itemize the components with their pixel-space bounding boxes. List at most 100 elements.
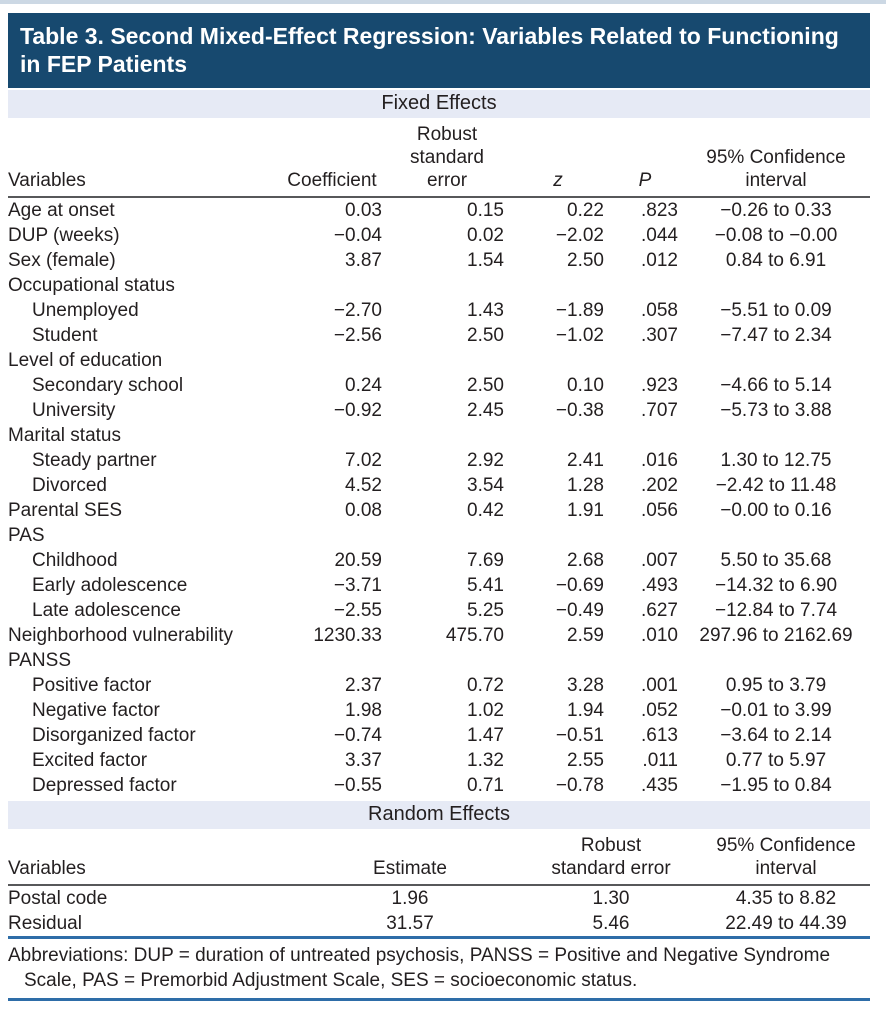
coefficient-value (278, 523, 386, 548)
coefficient-value: −2.56 (333, 325, 382, 346)
standard-error-value: 2.92 (467, 450, 504, 471)
coefficient-value: 2.37 (345, 675, 382, 696)
column-header-estimate: Estimate (300, 829, 520, 886)
variable-name: PANSS (8, 650, 72, 671)
p-value: .627 (641, 600, 678, 621)
p-value: .010 (641, 625, 678, 646)
variable-name: Excited factor (32, 750, 148, 771)
variable-name: Parental SES (8, 500, 123, 521)
z-value: 1.28 (567, 475, 604, 496)
group-row: PAS (8, 523, 870, 548)
variable-name: Negative factor (32, 700, 160, 721)
table-row: Parental SES 0.08 0.42 1.91 .056 −0.00 to 0.1… (8, 498, 870, 523)
table-row: Divorced 4.52 3.54 1.28 .202 −2.42 to 11.48 (8, 473, 870, 498)
fixed-effects-body: Age at onset 0.03 0.15 0.22 .823 −0.26 to 0.3… (8, 197, 870, 798)
standard-error-value: 0.02 (467, 225, 504, 246)
standard-error-value: 1.47 (467, 725, 504, 746)
variable-name: Age at onset (8, 200, 115, 221)
variable-name: Childhood (32, 550, 118, 571)
p-value: .001 (641, 675, 678, 696)
p-value: .307 (641, 325, 678, 346)
standard-error-value (386, 523, 508, 548)
column-header-coefficient: Coefficient (278, 118, 386, 198)
confidence-interval-value (682, 273, 870, 298)
z-value: −1.02 (555, 325, 604, 346)
confidence-interval-value: −12.84 to 7.74 (714, 600, 838, 621)
table-row: Neighborhood vulnerability 1230.33 475.70 2… (8, 623, 870, 648)
column-header-z: z (508, 118, 608, 198)
standard-error-value: 1.02 (467, 700, 504, 721)
column-header-variables: Variables (8, 118, 278, 198)
table-row: Positive factor 2.37 0.72 3.28 .001 0.95 to 3… (8, 673, 870, 698)
coefficient-value: −0.92 (333, 400, 382, 421)
variable-name: Divorced (32, 475, 107, 496)
z-value: −1.89 (555, 300, 604, 321)
z-value: 1.91 (567, 500, 604, 521)
variable-name: Positive factor (32, 675, 152, 696)
coefficient-value: 20.59 (334, 550, 382, 571)
p-value (608, 648, 682, 673)
variable-name: Depressed factor (32, 775, 177, 796)
confidence-interval-value: −2.42 to 11.48 (715, 475, 837, 496)
coefficient-value: 1.98 (345, 700, 382, 721)
coefficient-value (278, 648, 386, 673)
standard-error-value: 1.30 (592, 888, 630, 909)
table-row: Steady partner 7.02 2.92 2.41 .016 1.30 to 12… (8, 448, 870, 473)
confidence-interval-value: 5.50 to 35.68 (720, 550, 832, 571)
z-value: 2.68 (567, 550, 604, 571)
table-row: DUP (weeks) −0.04 0.02 −2.02 .044 −0.08 to −0… (8, 223, 870, 248)
p-value: .823 (641, 200, 678, 221)
p-value: .058 (641, 300, 678, 321)
p-value: .613 (641, 725, 678, 746)
confidence-interval-value: −4.66 to 5.14 (720, 375, 832, 396)
fixed-effects-header: Variables Coefficient Robust standard er… (8, 118, 870, 198)
standard-error-value: 5.41 (467, 575, 504, 596)
z-value: −0.51 (555, 725, 604, 746)
standard-error-value: 0.42 (467, 500, 504, 521)
standard-error-value: 1.54 (467, 250, 504, 271)
confidence-interval-value: −3.64 to 2.14 (720, 725, 832, 746)
coefficient-value: −3.71 (333, 575, 382, 596)
standard-error-value: 1.32 (467, 750, 504, 771)
variable-name: DUP (weeks) (8, 225, 120, 246)
column-header-confidence-interval: 95% Confidence interval (702, 829, 870, 886)
z-value: 0.10 (567, 375, 604, 396)
p-value: .923 (641, 375, 678, 396)
standard-error-value: 2.45 (467, 400, 504, 421)
variable-name: PAS (8, 525, 45, 546)
standard-error-value: 2.50 (467, 325, 504, 346)
p-value: .016 (641, 450, 678, 471)
z-value (508, 648, 608, 673)
random-effects-body: Postal code 1.96 1.30 4.35 to 8.82 Residual 3… (8, 885, 870, 936)
standard-error-value: 3.54 (467, 475, 504, 496)
confidence-interval-value: 1.30 to 12.75 (720, 450, 832, 471)
standard-error-value: 475.70 (445, 625, 504, 646)
divider-rule (8, 936, 870, 939)
p-value: .012 (641, 250, 678, 271)
z-value: −0.38 (555, 400, 604, 421)
z-value: 3.28 (567, 675, 604, 696)
z-value: 0.22 (567, 200, 604, 221)
confidence-interval-value (682, 348, 870, 373)
coefficient-value (278, 348, 386, 373)
standard-error-value (386, 348, 508, 373)
p-value (608, 523, 682, 548)
confidence-interval-value (682, 523, 870, 548)
confidence-interval-value: −1.95 to 0.84 (720, 775, 832, 796)
table-row: Sex (female) 3.87 1.54 2.50 .012 0.84 to 6.91 (8, 248, 870, 273)
coefficient-value: 1230.33 (313, 625, 382, 646)
standard-error-value: 0.72 (467, 675, 504, 696)
table-row: Excited factor 3.37 1.32 2.55 .011 0.77 to 5.… (8, 748, 870, 773)
group-row: PANSS (8, 648, 870, 673)
z-value: −0.49 (555, 600, 604, 621)
confidence-interval-value: −5.51 to 0.09 (720, 300, 832, 321)
section-label: Random Effects (368, 803, 510, 825)
z-value (508, 523, 608, 548)
p-value: .493 (641, 575, 678, 596)
confidence-interval-value: 297.96 to 2162.69 (699, 625, 853, 646)
coefficient-value: −2.70 (333, 300, 382, 321)
z-value (508, 348, 608, 373)
confidence-interval-value (682, 648, 870, 673)
coefficient-value (278, 423, 386, 448)
p-value: .052 (641, 700, 678, 721)
